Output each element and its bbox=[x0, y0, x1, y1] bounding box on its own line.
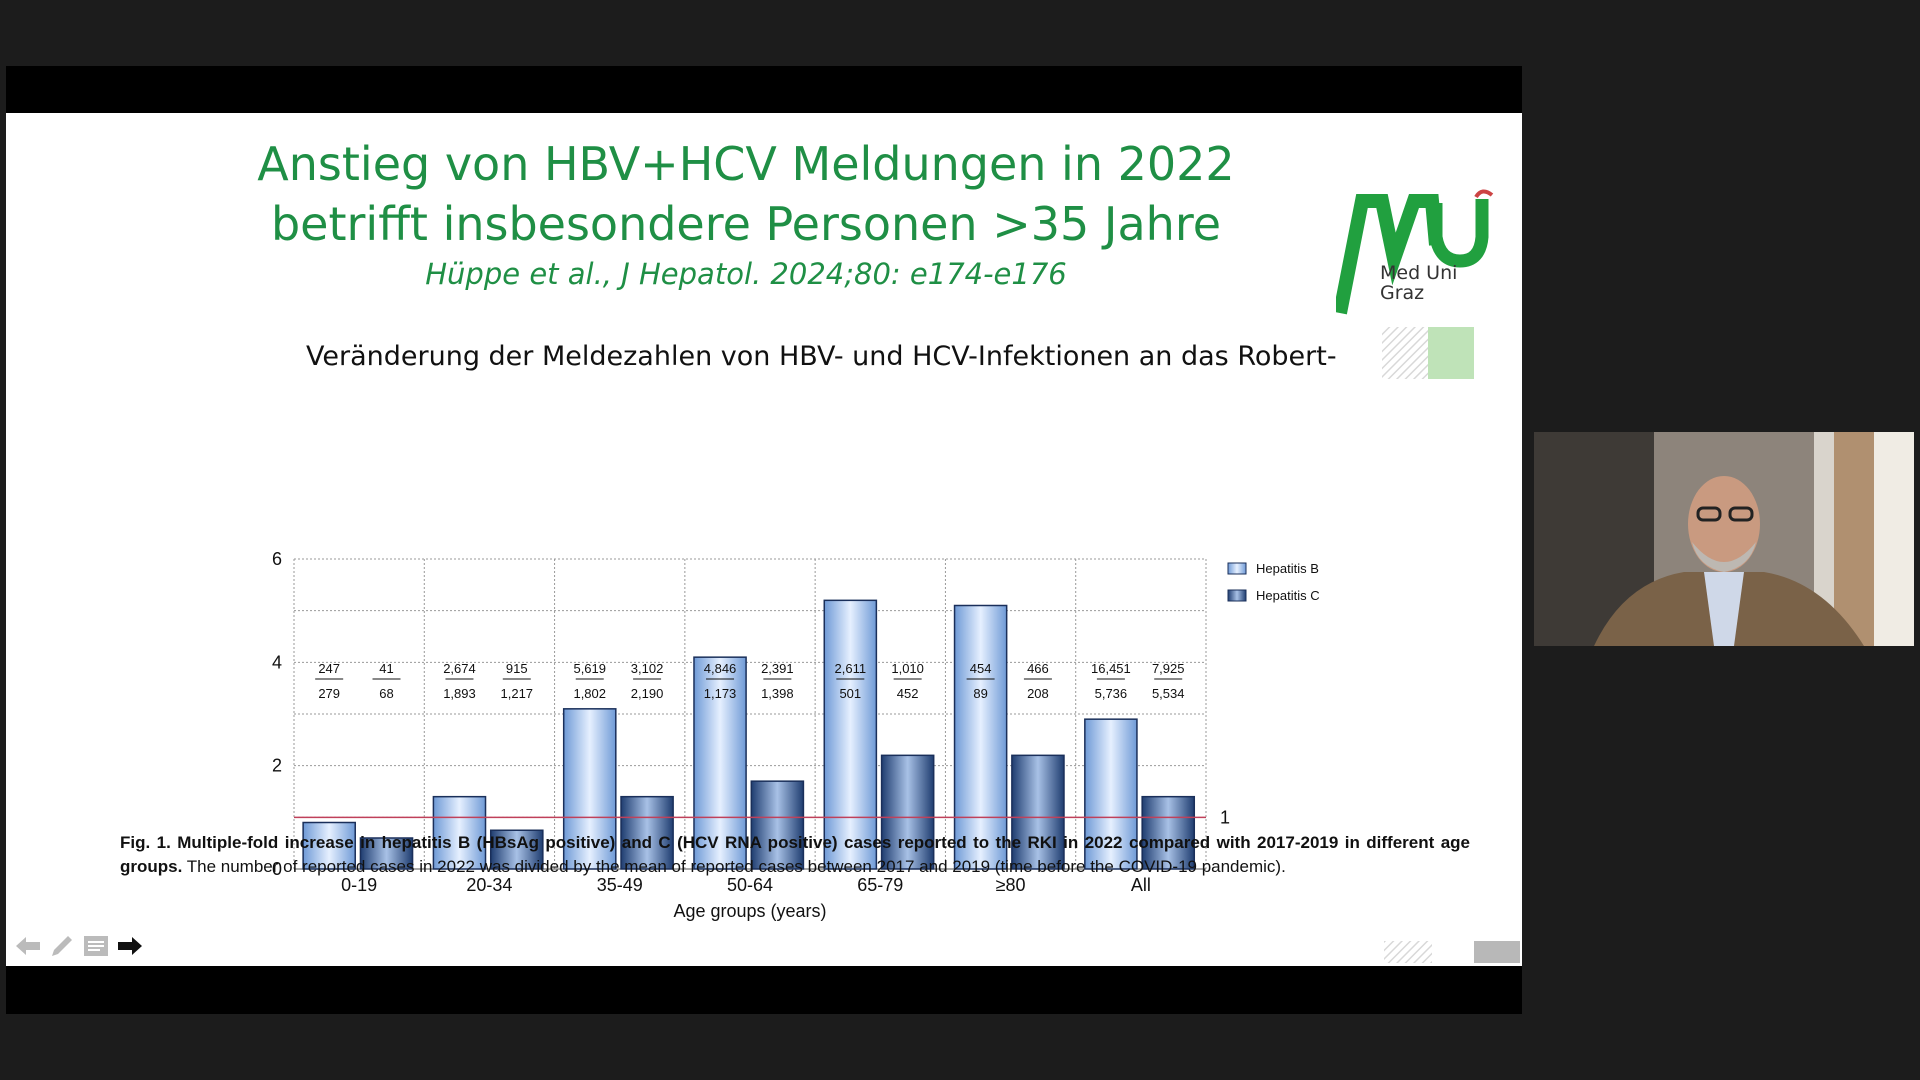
caption-text: The number of reported cases in 2022 was… bbox=[182, 857, 1286, 876]
count-label-2022: 2,391 bbox=[761, 661, 794, 676]
y-tick-label: 0 bbox=[272, 859, 282, 879]
count-label-2022: 4,846 bbox=[704, 661, 737, 676]
bar-hepatitis-b bbox=[562, 708, 617, 870]
y-tick-label: 6 bbox=[272, 549, 282, 569]
count-label-2022: 2,611 bbox=[835, 661, 867, 676]
count-label-2022: 915 bbox=[506, 661, 528, 676]
bar-hepatitis-c bbox=[880, 754, 935, 870]
reference-line-label: 1 bbox=[1220, 807, 1230, 827]
count-label-2022: 5,619 bbox=[573, 661, 606, 676]
bar-hepatitis-b bbox=[1084, 718, 1138, 870]
pen-icon[interactable] bbox=[48, 932, 76, 960]
y-tick-label: 2 bbox=[272, 756, 282, 776]
x-tick-label: 65-79 bbox=[857, 875, 903, 895]
count-label-2017-2019: 501 bbox=[839, 686, 861, 701]
bar-hepatitis-c bbox=[620, 795, 674, 870]
back-arrow-icon[interactable] bbox=[14, 932, 42, 960]
bar-hepatitis-c bbox=[1141, 795, 1196, 870]
count-label-2017-2019: 1,893 bbox=[443, 686, 476, 701]
forward-arrow-icon[interactable] bbox=[116, 932, 144, 960]
legend-swatch bbox=[1227, 589, 1247, 602]
webcam-video bbox=[1534, 432, 1914, 646]
decorative-squares bbox=[1382, 327, 1474, 379]
bar-hepatitis-c bbox=[359, 837, 414, 870]
bar-hepatitis-c bbox=[750, 780, 805, 870]
x-tick-label: 0-19 bbox=[341, 875, 377, 895]
count-label-2017-2019: 2,190 bbox=[631, 686, 664, 701]
bar-hepatitis-b bbox=[693, 656, 747, 870]
decorative-grey-square bbox=[1474, 941, 1520, 963]
legend-swatch bbox=[1227, 562, 1247, 575]
x-tick-label: ≥80 bbox=[996, 875, 1026, 895]
bar-chart: 0 2 4 6 0-19 247 279 41 68 20-34 2,674 1,893 915 1,21… bbox=[272, 549, 1320, 921]
slide-title-line2: betrifft insbesondere Personen >35 Jahre bbox=[270, 197, 1222, 251]
chart-subtitle: Veränderung der Meldezahlen von HBV- und… bbox=[306, 341, 1337, 372]
count-label-2022: 2,674 bbox=[443, 661, 476, 676]
slide: Anstieg von HBV+HCV Meldungen in 2022 be… bbox=[6, 113, 1522, 966]
count-label-2022: 16,451 bbox=[1091, 661, 1131, 676]
bar-hepatitis-c bbox=[1011, 754, 1065, 870]
count-label-2017-2019: 452 bbox=[897, 686, 919, 701]
legend-label: Hepatitis C bbox=[1256, 588, 1320, 603]
caption-bold-text: Fig. 1. Multiple-fold increase in hepati… bbox=[120, 833, 1470, 876]
x-tick-label: 35-49 bbox=[597, 875, 643, 895]
count-label-2017-2019: 1,217 bbox=[501, 686, 534, 701]
count-label-2017-2019: 5,736 bbox=[1095, 686, 1128, 701]
y-tick-label: 4 bbox=[272, 652, 282, 672]
x-tick-label: All bbox=[1131, 875, 1151, 895]
x-axis-label: Age groups (years) bbox=[673, 901, 826, 921]
count-label-2022: 7,925 bbox=[1152, 661, 1185, 676]
bar-hepatitis-b bbox=[302, 821, 356, 870]
x-tick-label: 20-34 bbox=[466, 875, 512, 895]
count-label-2022: 454 bbox=[970, 661, 992, 676]
slide-title-line1: Anstieg von HBV+HCV Meldungen in 2022 bbox=[257, 137, 1235, 191]
figure-caption: Fig. 1. Multiple-fold increase in hepati… bbox=[120, 831, 1470, 879]
count-label-2017-2019: 5,534 bbox=[1152, 686, 1185, 701]
logo-text-line2: Graz bbox=[1380, 282, 1425, 304]
count-label-2017-2019: 208 bbox=[1027, 686, 1049, 701]
count-label-2017-2019: 89 bbox=[973, 686, 987, 701]
menu-icon[interactable] bbox=[82, 932, 110, 960]
bar-hepatitis-c bbox=[489, 829, 544, 870]
slide-citation: Hüppe et al., J Hepatol. 2024;80: e174-e… bbox=[425, 257, 1067, 291]
x-tick-label: 50-64 bbox=[727, 875, 773, 895]
legend-label: Hepatitis B bbox=[1256, 561, 1319, 576]
count-label-2022: 247 bbox=[318, 661, 340, 676]
count-label-2022: 466 bbox=[1027, 661, 1049, 676]
meduni-graz-logo: Med Uni Graz bbox=[1333, 185, 1496, 315]
count-label-2022: 3,102 bbox=[631, 661, 664, 676]
logo-text-line1: Med Uni bbox=[1380, 262, 1458, 284]
bar-hepatitis-b bbox=[823, 599, 878, 870]
bar-hepatitis-b bbox=[953, 604, 1008, 870]
count-label-2017-2019: 279 bbox=[318, 686, 340, 701]
count-label-2022: 1,010 bbox=[891, 661, 924, 676]
count-label-2017-2019: 1,802 bbox=[573, 686, 606, 701]
bar-hepatitis-b bbox=[432, 795, 487, 870]
count-label-2017-2019: 68 bbox=[379, 686, 393, 701]
decorative-hatch-square bbox=[1384, 941, 1432, 963]
slide-window: Anstieg von HBV+HCV Meldungen in 2022 be… bbox=[6, 66, 1522, 1014]
slideshow-toolbar bbox=[14, 931, 144, 961]
count-label-2022: 41 bbox=[379, 661, 393, 676]
count-label-2017-2019: 1,398 bbox=[761, 686, 794, 701]
count-label-2017-2019: 1,173 bbox=[704, 686, 737, 701]
